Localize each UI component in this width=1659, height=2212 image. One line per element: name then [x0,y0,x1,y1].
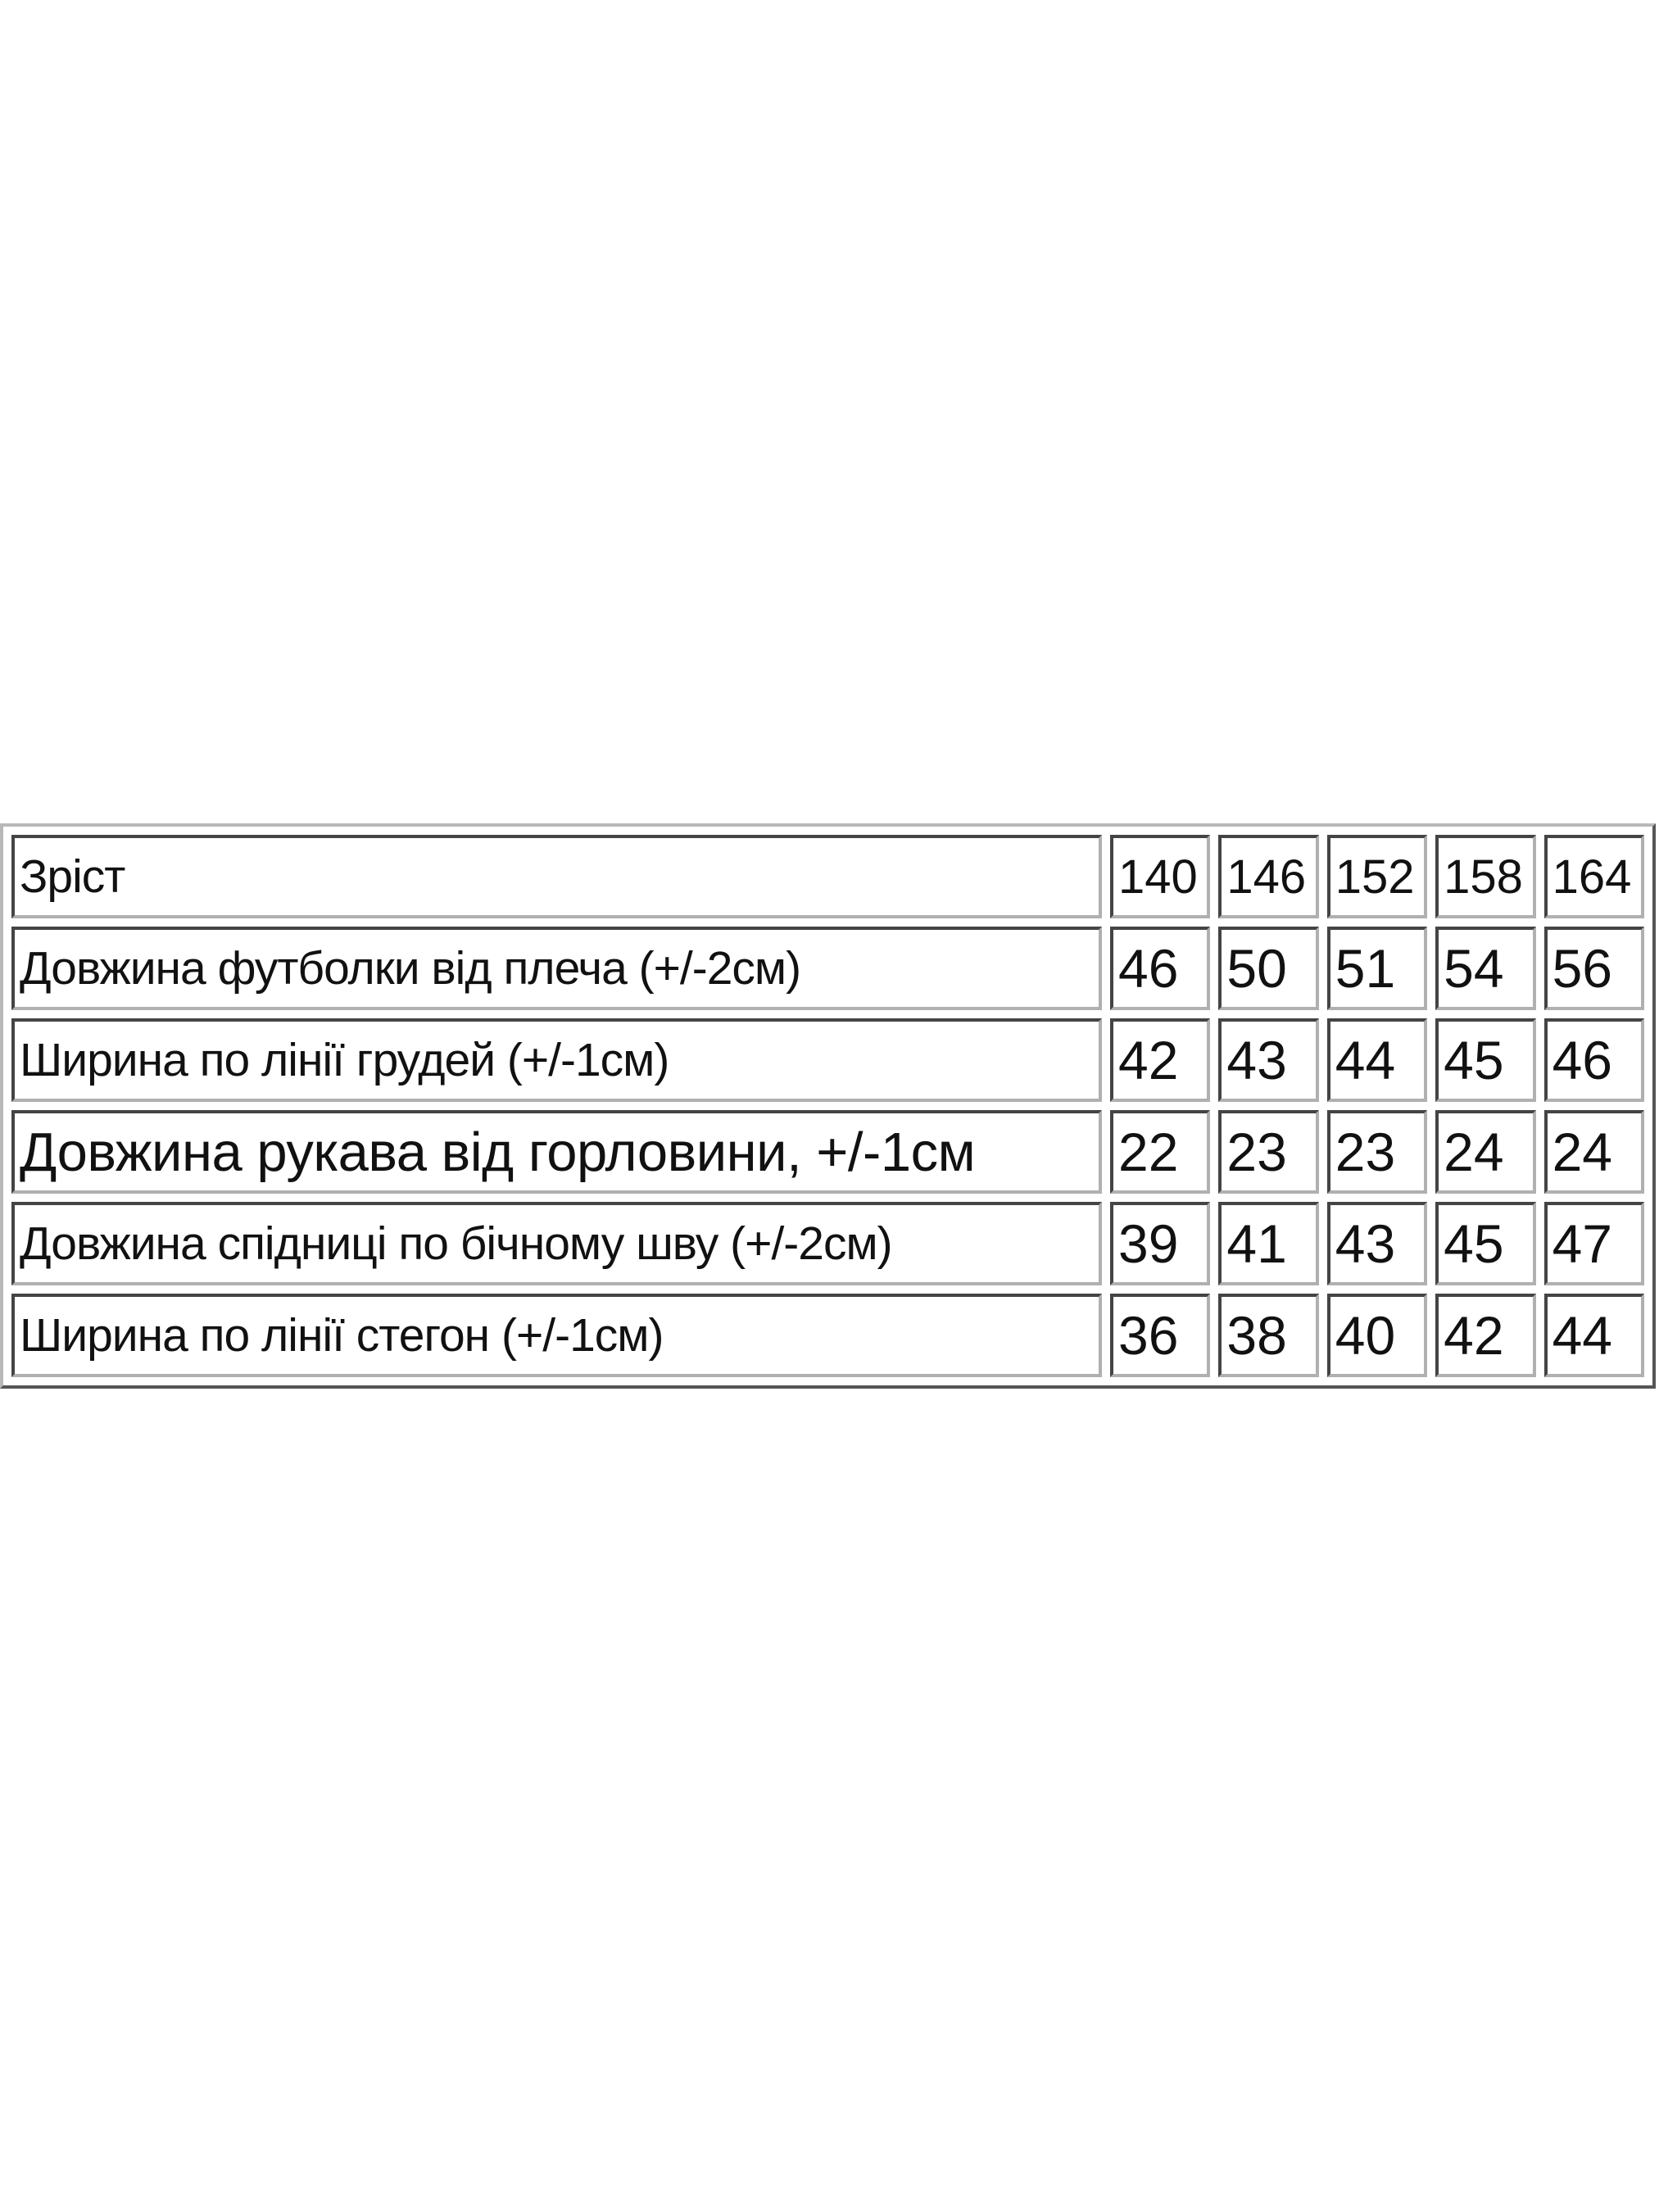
row-label: Довжина рукава від горловини, +/-1см [11,1110,1102,1194]
measurement-cell: 50 [1218,927,1319,1010]
measurement-cell: 46 [1543,1018,1644,1102]
measurement-cell: 46 [1110,927,1211,1010]
measurement-cell: 39 [1110,1202,1211,1285]
table-row: Ширина по лінії стегон (+/-1см) 36 38 40 42 4… [11,1294,1644,1377]
measurement-cell: 47 [1543,1202,1644,1285]
measurement-cell: 40 [1326,1294,1428,1377]
measurement-cell: 42 [1435,1294,1536,1377]
measurement-cell: 38 [1218,1294,1319,1377]
measurement-cell: 42 [1110,1018,1211,1102]
table-header-row: Зріст 140 146 152 158 164 [11,835,1644,918]
row-label: Ширина по лінії стегон (+/-1см) [11,1294,1102,1377]
row-label: Довжина футболки від плеча (+/-2см) [11,927,1102,1010]
measurement-cell: 45 [1435,1018,1536,1102]
header-label: Зріст [11,835,1102,918]
table-row: Довжина спідниці по бічному шву (+/-2см)… [11,1202,1644,1285]
row-label: Ширина по лінії грудей (+/-1см) [11,1018,1102,1102]
header-size: 146 [1218,835,1319,918]
measurement-cell: 44 [1326,1018,1428,1102]
measurement-cell: 45 [1435,1202,1536,1285]
measurement-cell: 22 [1110,1110,1211,1194]
measurement-cell: 43 [1218,1018,1319,1102]
row-label: Довжина спідниці по бічному шву (+/-2см) [11,1202,1102,1285]
table-row: Довжина рукава від горловини, +/-1см 22 23… [11,1110,1644,1194]
measurement-cell: 23 [1218,1110,1319,1194]
measurement-cell: 36 [1110,1294,1211,1377]
measurement-cell: 43 [1326,1202,1428,1285]
header-size: 140 [1110,835,1211,918]
measurement-cell: 24 [1435,1110,1536,1194]
measurement-cell: 51 [1326,927,1428,1010]
header-size: 158 [1435,835,1536,918]
table-row: Довжина футболки від плеча (+/-2см) 46 50 5… [11,927,1644,1010]
measurement-cell: 54 [1435,927,1536,1010]
size-chart-table: Зріст 140 146 152 158 164 Довжина футбол… [0,823,1656,1389]
measurement-cell: 56 [1543,927,1644,1010]
table-row: Ширина по лінії грудей (+/-1см) 42 43 44 45 4… [11,1018,1644,1102]
header-size: 164 [1543,835,1644,918]
measurement-cell: 44 [1543,1294,1644,1377]
measurement-cell: 23 [1326,1110,1428,1194]
measurement-cell: 24 [1543,1110,1644,1194]
header-size: 152 [1326,835,1428,918]
measurement-cell: 41 [1218,1202,1319,1285]
